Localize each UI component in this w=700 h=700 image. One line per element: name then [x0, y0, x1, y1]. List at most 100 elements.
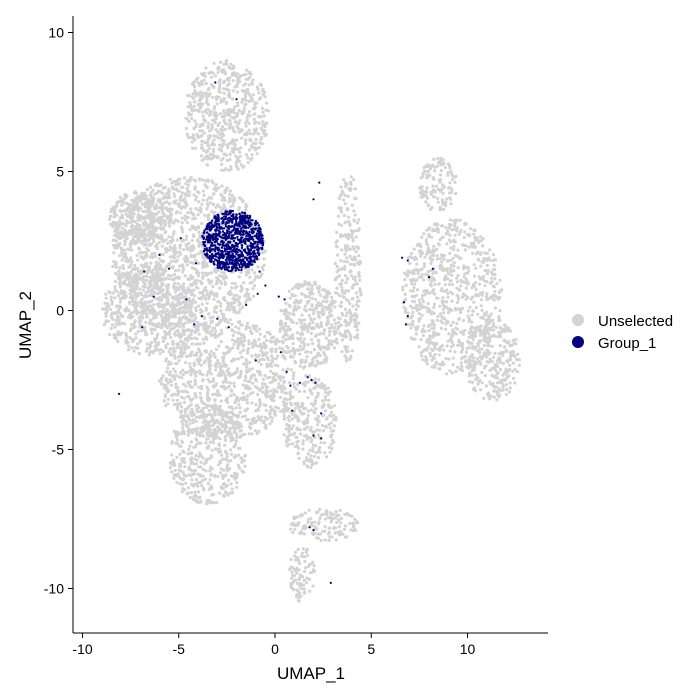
unselected-point	[185, 117, 189, 121]
unselected-point	[208, 501, 212, 505]
unselected-point	[343, 193, 347, 197]
unselected-point	[197, 347, 201, 351]
unselected-point	[247, 99, 251, 103]
unselected-point	[473, 281, 478, 285]
unselected-point	[452, 261, 456, 265]
unselected-point	[204, 350, 208, 354]
unselected-point	[298, 364, 302, 368]
unselected-point	[333, 300, 337, 304]
unselected-point	[297, 446, 301, 450]
unselected-point	[218, 205, 222, 209]
unselected-point	[222, 97, 226, 101]
unselected-point	[128, 275, 132, 279]
unselected-point	[310, 402, 314, 406]
unselected-point	[320, 424, 325, 428]
unselected-point	[258, 342, 262, 346]
unselected-point	[353, 213, 357, 217]
unselected-point	[224, 484, 228, 489]
unselected-point	[236, 346, 240, 350]
unselected-point	[464, 286, 468, 290]
unselected-point	[309, 331, 313, 335]
unselected-point	[205, 391, 210, 395]
unselected-point	[224, 100, 228, 104]
unselected-point	[294, 298, 298, 302]
unselected-point	[306, 413, 310, 417]
unselected-point	[219, 301, 223, 305]
unselected-point	[224, 318, 228, 322]
unselected-point	[213, 447, 218, 451]
unselected-point	[330, 303, 334, 307]
unselected-point	[173, 392, 177, 396]
unselected-point	[431, 248, 435, 252]
unselected-point	[272, 408, 276, 413]
unselected-point	[244, 153, 249, 157]
unselected-point	[211, 118, 215, 122]
unselected-point	[211, 423, 215, 427]
unselected-point	[230, 97, 235, 101]
unselected-point	[296, 452, 300, 456]
unselected-point	[293, 304, 297, 308]
unselected-point	[204, 458, 208, 462]
unselected-point	[161, 186, 165, 190]
unselected-point	[186, 328, 190, 332]
unselected-point	[180, 221, 184, 225]
unselected-point	[231, 407, 235, 411]
unselected-point	[190, 140, 194, 144]
unselected-point	[220, 418, 224, 422]
unselected-point	[473, 228, 477, 232]
unselected-point	[180, 333, 184, 337]
unselected-point	[238, 422, 242, 426]
unselected-point	[250, 153, 254, 157]
unselected-point	[294, 361, 298, 365]
unselected-point	[222, 142, 226, 146]
unselected-point	[423, 329, 427, 333]
unselected-point	[206, 377, 210, 382]
unselected-point	[173, 356, 177, 360]
unselected-point	[180, 457, 184, 461]
unselected-point	[131, 300, 135, 304]
unselected-point	[193, 185, 197, 189]
unselected-point	[186, 135, 190, 139]
unselected-point	[138, 271, 142, 275]
unselected-point	[247, 83, 251, 87]
unselected-point	[204, 441, 208, 445]
unselected-point	[225, 398, 229, 402]
unselected-point	[222, 277, 226, 281]
unselected-point	[237, 300, 241, 304]
unselected-point	[271, 394, 275, 398]
unselected-point	[202, 413, 206, 417]
unselected-point	[491, 284, 495, 288]
unselected-point	[420, 294, 424, 298]
unselected-point	[264, 353, 268, 357]
unselected-point	[206, 107, 210, 111]
unselected-point	[164, 302, 168, 306]
unselected-point	[340, 285, 344, 289]
unselected-point	[136, 303, 140, 307]
unselected-point	[143, 328, 147, 332]
unselected-point	[450, 299, 454, 303]
unselected-point	[146, 269, 150, 273]
unselected-point	[159, 382, 163, 386]
unselected-point	[337, 222, 341, 226]
unselected-point	[306, 396, 310, 400]
unselected-point	[150, 331, 154, 335]
unselected-point	[335, 286, 339, 290]
unselected-point	[309, 327, 314, 331]
unselected-point	[193, 392, 197, 396]
unselected-point	[235, 485, 239, 489]
unselected-point	[210, 127, 214, 131]
unselected-point	[468, 227, 473, 231]
unselected-point	[260, 415, 264, 419]
unselected-point	[218, 393, 222, 397]
unselected-point	[438, 237, 443, 241]
unselected-point	[235, 90, 239, 94]
unselected-point	[312, 326, 316, 331]
unselected-point	[230, 109, 234, 114]
unselected-point	[236, 111, 240, 115]
unselected-point	[252, 117, 256, 121]
unselected-point	[195, 495, 199, 499]
unselected-point	[236, 463, 240, 467]
unselected-point	[180, 263, 184, 267]
unselected-point	[215, 405, 219, 409]
unselected-point	[323, 398, 328, 402]
